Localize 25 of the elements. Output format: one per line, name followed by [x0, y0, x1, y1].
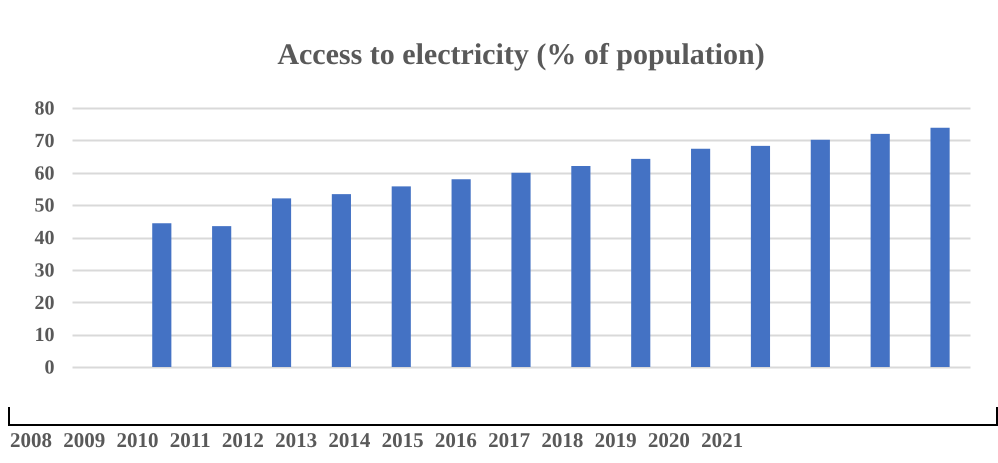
bar — [452, 179, 471, 367]
bar — [511, 172, 531, 367]
bar — [870, 134, 890, 367]
bar — [392, 186, 411, 367]
bar — [272, 198, 292, 367]
y-tick-label: 10 — [34, 324, 54, 346]
bar — [691, 148, 710, 367]
y-tick-label: 40 — [34, 227, 54, 249]
bar — [631, 158, 650, 367]
y-tick-label: 60 — [34, 162, 54, 184]
bar — [810, 140, 830, 367]
bar — [152, 223, 172, 367]
y-tick-label: 0 — [44, 356, 54, 378]
y-tick-label: 20 — [34, 292, 54, 314]
chart-title: Access to electricity (% of population) — [277, 38, 765, 71]
bar — [930, 128, 950, 367]
y-tick-label: 50 — [34, 194, 54, 217]
y-tick-label: 80 — [34, 98, 54, 120]
bar — [212, 226, 232, 367]
y-tick-label: 30 — [34, 259, 54, 282]
bar — [332, 194, 351, 367]
y-tick-label: 70 — [34, 130, 54, 152]
bar — [571, 166, 590, 367]
bar — [750, 146, 770, 367]
text: 2008 2009 2010 2011 2012 2013 2014 2015 2016 2017 2018 2019 2020 2021 — [10, 428, 744, 453]
